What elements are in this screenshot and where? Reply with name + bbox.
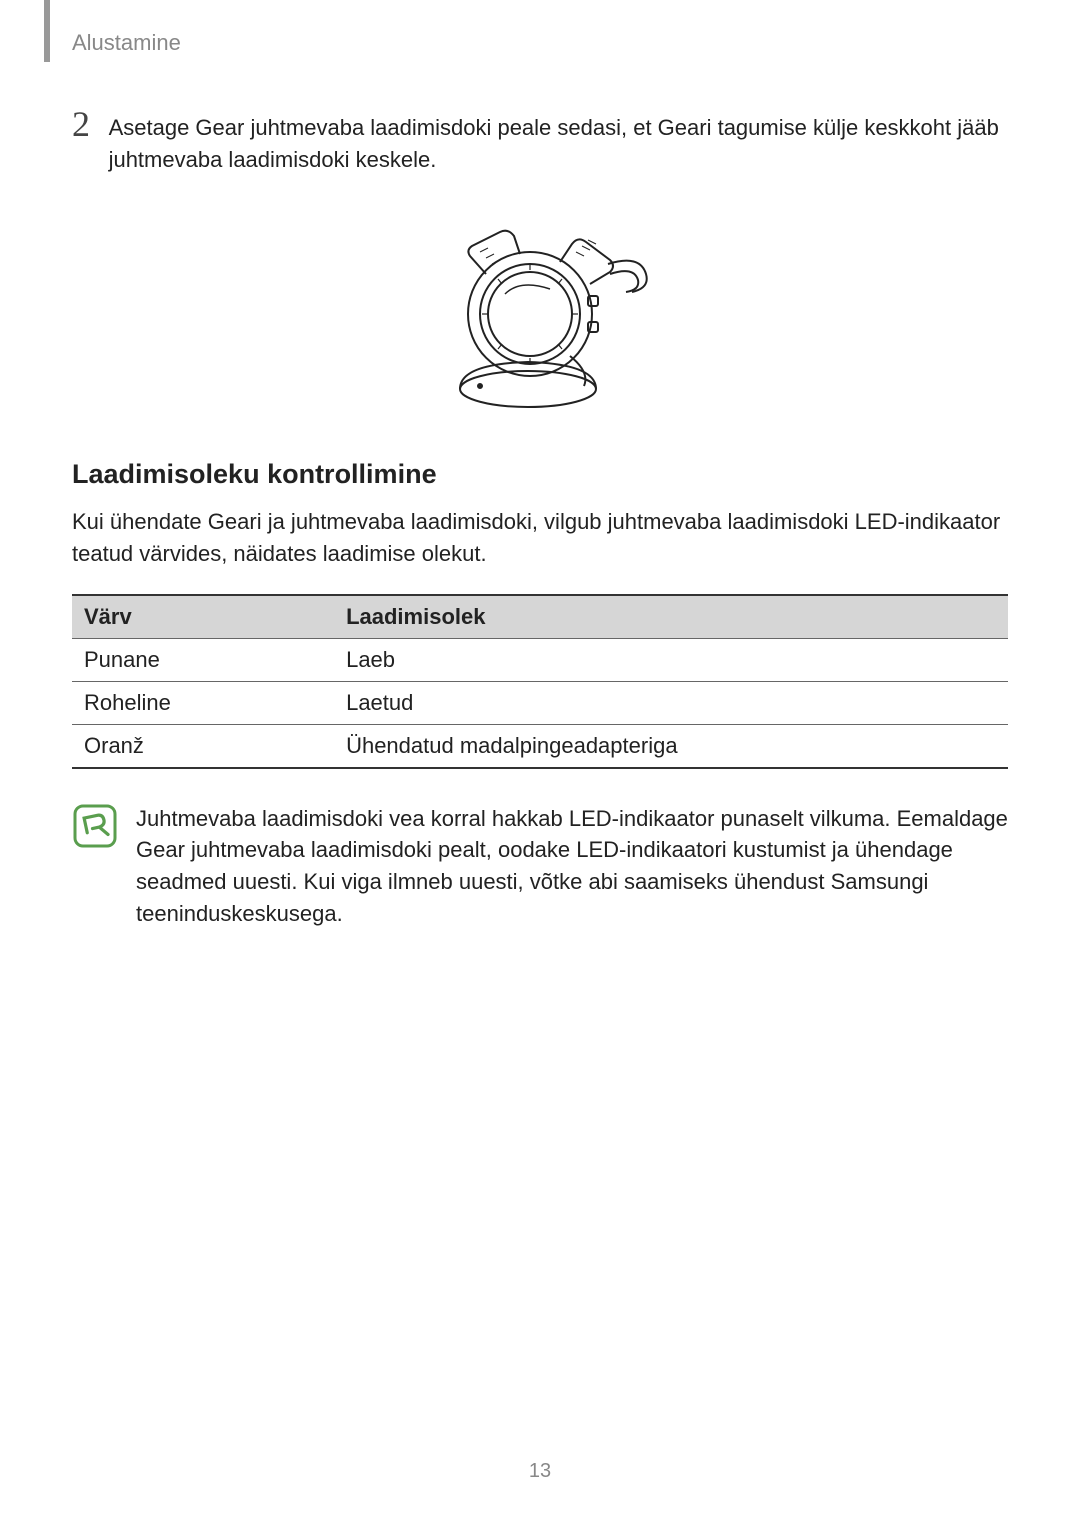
note-text: Juhtmevaba laadimisdoki vea korral hakka… [136,803,1008,931]
header-divider [44,0,50,62]
cell-status: Ühendatud madalpingeadapteriga [334,724,1008,768]
step-text: Asetage Gear juhtmevaba laadimisdoki pea… [109,112,1008,176]
page-number: 13 [0,1460,1080,1483]
cell-color: Oranž [72,724,334,768]
watch-on-dock-illustration [72,204,1008,419]
cell-color: Punane [72,638,334,681]
section-header: Alustamine [72,30,181,56]
step-number: 2 [72,106,93,142]
status-table: Värv Laadimisolek Punane Laeb Roheline L… [72,594,1008,769]
table-row: Oranž Ühendatud madalpingeadapteriga [72,724,1008,768]
subheading: Laadimisoleku kontrollimine [72,459,1008,490]
note-icon [72,803,118,849]
col-color: Värv [72,595,334,639]
cell-status: Laetud [334,681,1008,724]
cell-color: Roheline [72,681,334,724]
content-area: 2 Asetage Gear juhtmevaba laadimisdoki p… [72,106,1008,930]
table-row: Roheline Laetud [72,681,1008,724]
watch-dock-svg [410,204,670,414]
col-status: Laadimisolek [334,595,1008,639]
table-header-row: Värv Laadimisolek [72,595,1008,639]
step-2: 2 Asetage Gear juhtmevaba laadimisdoki p… [72,106,1008,176]
intro-paragraph: Kui ühendate Geari ja juhtmevaba laadimi… [72,506,1008,570]
note: Juhtmevaba laadimisdoki vea korral hakka… [72,803,1008,931]
cell-status: Laeb [334,638,1008,681]
table-row: Punane Laeb [72,638,1008,681]
